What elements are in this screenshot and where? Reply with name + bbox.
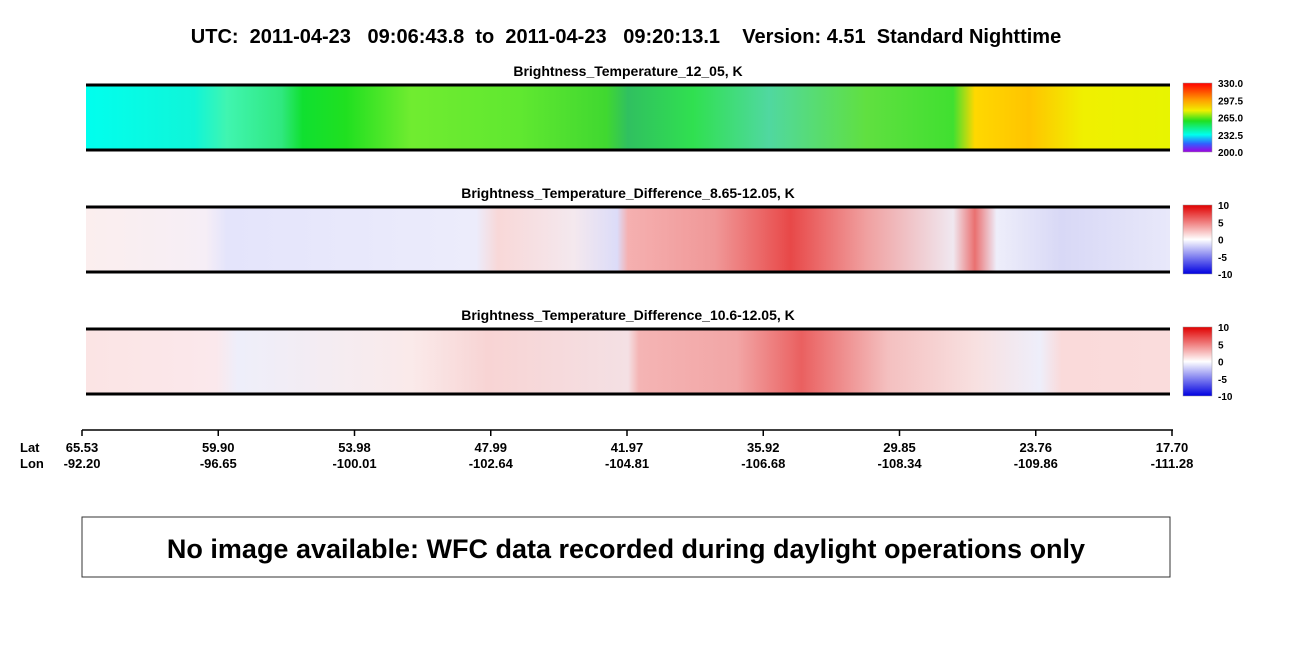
- lon-label: -96.65: [200, 456, 237, 471]
- colorbar-label: 200.0: [1218, 148, 1243, 159]
- heatmap: [86, 85, 1170, 150]
- lon-label: -111.28: [1151, 456, 1194, 471]
- heatmap: [86, 329, 1170, 394]
- colorbar-label: 10: [1218, 323, 1230, 334]
- row-label: Lat: [20, 440, 40, 455]
- lat-label: 35.92: [747, 440, 780, 455]
- heatmap: [86, 207, 1170, 272]
- lon-label: -106.68: [741, 456, 785, 471]
- colorbar-label: 265.0: [1218, 114, 1243, 125]
- colorbar-label: 10: [1218, 201, 1230, 212]
- lat-label: 23.76: [1019, 440, 1052, 455]
- page-title: UTC: 2011-04-23 09:06:43.8 to 2011-04-23…: [191, 26, 1061, 48]
- notice: No image available: WFC data recorded du…: [167, 534, 1085, 564]
- lat-label: 29.85: [883, 440, 916, 455]
- colorbar-label: -5: [1218, 253, 1227, 264]
- colorbar-label: 5: [1218, 340, 1224, 351]
- lat-label: 47.99: [474, 440, 507, 455]
- lat-label: 17.70: [1156, 440, 1189, 455]
- panel-title: Brightness_Temperature_Difference_8.65-1…: [461, 185, 795, 201]
- panel-title: Brightness_Temperature_12_05, K: [513, 63, 742, 79]
- colorbar: [1182, 204, 1213, 275]
- colorbar-label: 232.5: [1218, 131, 1243, 142]
- colorbar-label: 0: [1218, 236, 1224, 247]
- row-label: Lon: [20, 456, 44, 471]
- notice-box: [81, 516, 1171, 578]
- lon-label: -104.81: [605, 456, 649, 471]
- colorbar-label: -5: [1218, 375, 1227, 386]
- lon-label: -92.20: [64, 456, 101, 471]
- lon-label: -100.01: [332, 456, 376, 471]
- colorbar-label: 297.5: [1218, 96, 1243, 107]
- colorbar: [1182, 326, 1213, 397]
- lat-label: 59.90: [202, 440, 235, 455]
- colorbar-label: 5: [1218, 218, 1224, 229]
- lat-label: 65.53: [66, 440, 99, 455]
- colorbar-label: -10: [1218, 392, 1233, 403]
- lat-label: 53.98: [338, 440, 371, 455]
- colorbar-label: 0: [1218, 358, 1224, 369]
- panel-title: Brightness_Temperature_Difference_10.6-1…: [461, 307, 795, 323]
- lon-label: -102.64: [469, 456, 514, 471]
- lat-label: 41.97: [611, 440, 644, 455]
- lon-label: -109.86: [1014, 456, 1058, 471]
- lon-label: -108.34: [877, 456, 922, 471]
- colorbar-label: 330.0: [1218, 79, 1243, 90]
- colorbar: [1182, 82, 1213, 153]
- colorbar-label: -10: [1218, 270, 1233, 281]
